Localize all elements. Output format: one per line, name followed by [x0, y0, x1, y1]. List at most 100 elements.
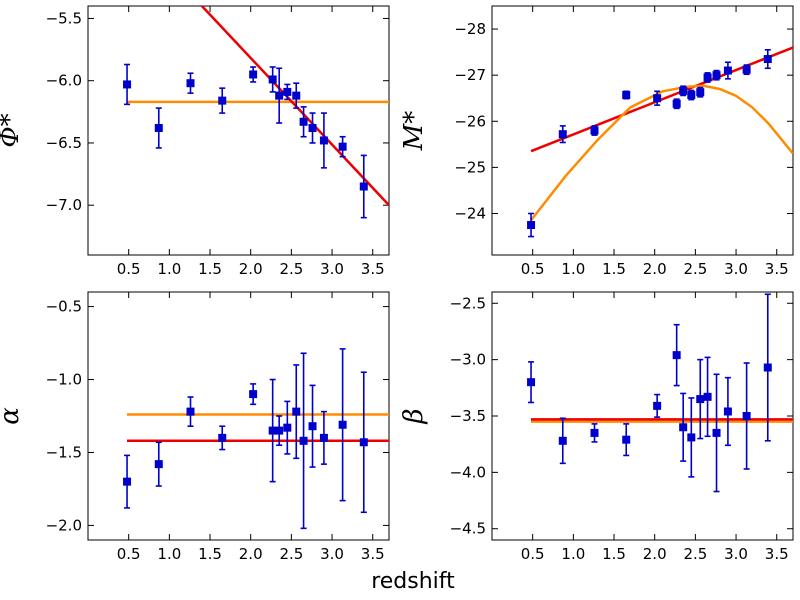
data-point	[359, 182, 368, 191]
x-axis-label: redshift	[371, 569, 455, 594]
y-tick-label: −1.0	[46, 371, 82, 389]
y-tick-label: −1.5	[46, 443, 82, 461]
x-tick-label: 3.0	[724, 545, 748, 563]
y-tick-label: −3.5	[450, 407, 486, 425]
y-tick-label: −2.0	[46, 516, 82, 534]
x-tick-label: 2.5	[279, 260, 303, 278]
y-tick-label: −27	[454, 66, 486, 84]
data-point	[679, 86, 688, 95]
data-point	[186, 407, 195, 416]
plot-area	[527, 293, 793, 493]
data-point	[123, 477, 132, 486]
x-tick-label: 1.5	[198, 545, 222, 563]
data-point	[653, 94, 662, 103]
data-point	[622, 90, 631, 99]
data-point	[218, 433, 227, 442]
x-tick-label: 2.5	[683, 260, 707, 278]
y-axis-label: α	[0, 407, 25, 425]
data-point	[123, 80, 132, 89]
data-point	[319, 136, 328, 145]
data-point	[723, 66, 732, 75]
data-point	[696, 88, 705, 97]
data-point	[268, 75, 277, 84]
data-point	[703, 73, 712, 82]
y-axis-label: β	[399, 408, 429, 424]
y-tick-label: −5.5	[46, 9, 82, 27]
x-tick-label: 3.0	[320, 260, 344, 278]
x-tick-label: 3.0	[320, 545, 344, 563]
data-point	[703, 392, 712, 401]
y-tick-label: −3.0	[450, 351, 486, 369]
data-point	[527, 221, 536, 230]
x-tick-label: 1.5	[602, 545, 626, 563]
x-tick-label: 1.5	[198, 260, 222, 278]
x-tick-label: 2.5	[683, 545, 707, 563]
x-tick-label: 2.0	[643, 260, 667, 278]
data-point	[292, 407, 301, 416]
axes-frame	[87, 291, 390, 541]
y-tick-label: −7.0	[46, 196, 82, 214]
y-axis-label: M*	[399, 111, 429, 152]
plot-area	[123, 348, 389, 530]
data-point	[275, 426, 284, 435]
x-tick-label: 0.5	[117, 260, 141, 278]
data-point	[292, 91, 301, 100]
data-point	[687, 433, 696, 442]
data-point	[527, 378, 536, 387]
x-tick-label: 0.5	[521, 260, 545, 278]
panel-bottom-left: 0.5 1.0 1.5 2.0 2.5 3.0 3.5 −0.5 −1.0 −1.5 −2.0 α	[0, 291, 390, 563]
y-tick-label: −6.0	[46, 72, 82, 90]
data-point	[154, 124, 163, 133]
data-point	[359, 438, 368, 447]
data-point	[653, 401, 662, 410]
data-point	[590, 126, 599, 135]
data-point	[299, 117, 308, 126]
x-tick-label: 2.0	[239, 545, 263, 563]
data-point	[558, 436, 567, 445]
data-point	[622, 435, 631, 444]
data-point	[338, 142, 347, 151]
data-point	[218, 96, 227, 105]
data-point	[319, 433, 328, 442]
panel-bottom-right: 0.5 1.0 1.5 2.0 2.5 3.0 3.5 −2.5 −3.0 −3.5 −4.0 −4.…	[399, 291, 794, 563]
y-tick-label: −25	[454, 158, 486, 176]
fit-line-red	[530, 46, 793, 153]
data-point	[283, 87, 292, 96]
plot-area	[123, 6, 389, 219]
data-point	[763, 363, 772, 372]
data-point	[712, 428, 721, 437]
data-point	[249, 70, 258, 79]
x-tick-label: 1.5	[602, 260, 626, 278]
x-tick-label: 0.5	[521, 545, 545, 563]
x-tick-label: 0.5	[117, 545, 141, 563]
x-tick-label: 2.0	[643, 545, 667, 563]
y-tick-label: −4.5	[450, 520, 486, 538]
y-tick-label: −4.0	[450, 463, 486, 481]
y-tick-label: −2.5	[450, 294, 486, 312]
y-tick-label: −6.5	[46, 134, 82, 152]
x-tick-label: 3.5	[361, 260, 385, 278]
axes-frame	[87, 5, 390, 256]
data-point	[268, 426, 277, 435]
data-point	[696, 395, 705, 404]
x-tick-label: 1.0	[561, 260, 585, 278]
data-point	[283, 423, 292, 432]
data-point	[558, 130, 567, 139]
y-tick-label: −28	[454, 20, 486, 38]
x-tick-label: 3.0	[724, 260, 748, 278]
x-tick-label: 3.5	[765, 260, 789, 278]
y-tick-label: −26	[454, 112, 486, 130]
fit-line-red	[200, 6, 389, 207]
x-tick-label: 1.0	[157, 260, 181, 278]
data-point	[249, 390, 258, 399]
x-tick-label: 3.5	[765, 545, 789, 563]
x-tick-label: 1.0	[561, 545, 585, 563]
data-point	[186, 79, 195, 88]
data-point	[723, 407, 732, 416]
x-tick-label: 3.5	[361, 545, 385, 563]
y-tick-label: −0.5	[46, 298, 82, 316]
data-point	[275, 91, 284, 100]
data-point	[672, 351, 681, 360]
data-point	[687, 90, 696, 99]
